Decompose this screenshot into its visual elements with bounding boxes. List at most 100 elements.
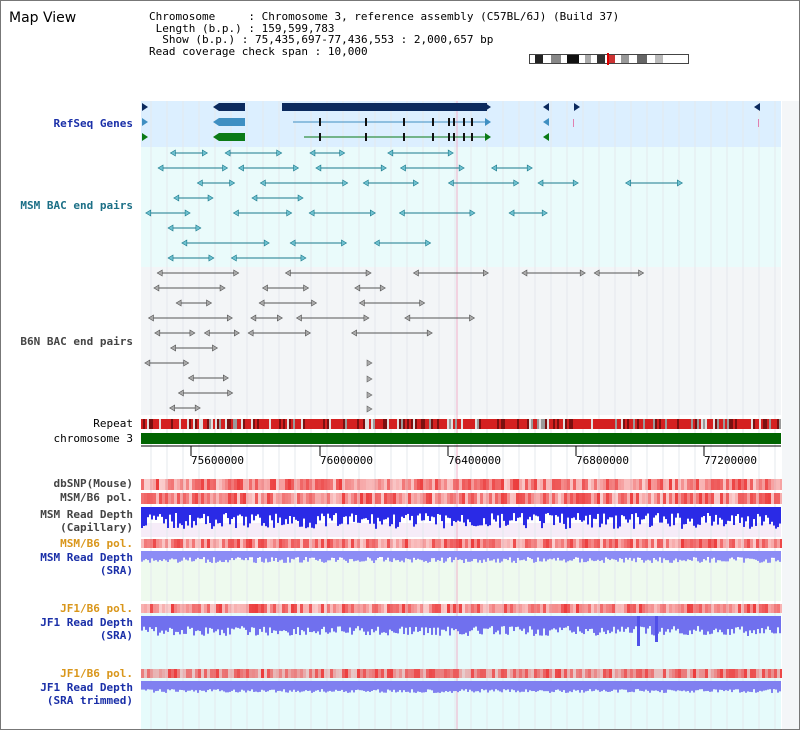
depth-bar bbox=[335, 616, 337, 633]
repeat-mark bbox=[267, 419, 269, 429]
depth-bar bbox=[243, 507, 245, 526]
pol-mark bbox=[492, 493, 495, 504]
bac-end-arrow bbox=[341, 239, 348, 247]
pol-mark bbox=[144, 539, 147, 548]
depth-bar bbox=[189, 681, 191, 691]
depth-bar bbox=[565, 507, 567, 529]
pol-mark bbox=[372, 539, 375, 548]
depth-bar bbox=[147, 616, 149, 632]
depth-bar bbox=[345, 507, 347, 517]
depth-bar bbox=[461, 681, 463, 690]
repeat-mark bbox=[553, 419, 555, 429]
pol-mark bbox=[180, 493, 183, 504]
b6n-bac-label[interactable]: B6N BAC end pairs bbox=[20, 335, 133, 348]
depth-bar bbox=[429, 616, 431, 629]
msm-bac-label[interactable]: MSM BAC end pairs bbox=[20, 199, 133, 212]
depth-bar bbox=[509, 616, 511, 627]
depth-bar bbox=[227, 551, 229, 563]
depth-bar bbox=[371, 551, 373, 561]
repeat-mark bbox=[521, 419, 523, 429]
jf1-depth-trimmed-label[interactable]: JF1 Read Depth bbox=[40, 681, 133, 694]
pol-mark bbox=[534, 479, 537, 490]
depth-bar bbox=[609, 681, 611, 692]
pol-mark bbox=[681, 539, 684, 548]
pol-mark bbox=[255, 479, 258, 490]
depth-bar bbox=[669, 551, 671, 563]
jf1-b6-pol-label-1[interactable]: JF1/B6 pol. bbox=[60, 602, 133, 615]
repeat-mark bbox=[169, 419, 171, 429]
depth-bar bbox=[169, 507, 171, 515]
pol-mark bbox=[246, 539, 249, 548]
msm-depth-capillary-label[interactable]: MSM Read Depth bbox=[40, 508, 133, 521]
gene-arrow bbox=[213, 133, 219, 141]
depth-bar bbox=[505, 507, 507, 526]
depth-bar bbox=[631, 507, 633, 515]
pol-mark bbox=[723, 479, 726, 490]
pol-mark bbox=[225, 604, 228, 613]
pol-mark bbox=[243, 479, 246, 490]
depth-bar bbox=[385, 616, 387, 633]
depth-bar bbox=[229, 616, 231, 635]
chromosome-ideogram[interactable] bbox=[529, 53, 689, 65]
pol-mark bbox=[777, 604, 780, 613]
depth-bar bbox=[585, 681, 587, 692]
jf1-depth-sra-label[interactable]: JF1 Read Depth bbox=[40, 616, 133, 629]
pol-mark bbox=[288, 479, 291, 490]
depth-bar bbox=[719, 551, 721, 561]
depth-bar bbox=[575, 681, 577, 691]
repeat-mark bbox=[303, 419, 305, 429]
depth-bar bbox=[581, 681, 583, 691]
pol-mark bbox=[480, 479, 483, 490]
pol-mark bbox=[360, 669, 363, 678]
repeat-mark bbox=[181, 419, 183, 429]
depth-bar bbox=[497, 616, 499, 631]
refseq-genes-label[interactable]: RefSeq Genes bbox=[53, 117, 133, 130]
depth-bar bbox=[715, 551, 717, 563]
pol-mark bbox=[156, 604, 159, 613]
depth-bar bbox=[533, 507, 535, 515]
depth-bar bbox=[285, 616, 287, 631]
bac-end-arrow bbox=[194, 404, 201, 412]
pol-mark bbox=[186, 493, 189, 504]
depth-bar bbox=[543, 507, 545, 524]
jf1-b6-pol-label-2[interactable]: JF1/B6 pol. bbox=[60, 667, 133, 680]
msm-b6-pol-label-2[interactable]: MSM/B6 pol. bbox=[60, 537, 133, 550]
depth-bar bbox=[573, 616, 575, 632]
dbsnp-label[interactable]: dbSNP(Mouse) bbox=[53, 477, 133, 490]
depth-bar bbox=[269, 616, 271, 628]
depth-bar bbox=[313, 681, 315, 692]
pol-mark bbox=[336, 669, 339, 678]
depth-bar bbox=[569, 616, 571, 631]
depth-bar bbox=[489, 616, 491, 628]
depth-bar bbox=[697, 681, 699, 691]
depth-bar bbox=[187, 681, 189, 691]
msm-b6-pol-label-1[interactable]: MSM/B6 pol. bbox=[60, 491, 133, 504]
depth-bar bbox=[573, 507, 575, 518]
pol-mark bbox=[663, 669, 666, 678]
pol-mark bbox=[558, 669, 561, 678]
depth-bar bbox=[463, 507, 465, 523]
pol-mark bbox=[705, 493, 708, 504]
pol-mark bbox=[687, 604, 690, 613]
depth-bar bbox=[663, 551, 665, 559]
pol-mark bbox=[618, 493, 621, 504]
pol-mark bbox=[414, 493, 417, 504]
show-value: 75,435,697-77,436,553 : 2,000,657 bp bbox=[254, 33, 494, 46]
pol-mark bbox=[531, 493, 534, 504]
depth-bar bbox=[541, 616, 543, 636]
pol-mark bbox=[600, 479, 603, 490]
depth-bar bbox=[279, 616, 281, 631]
depth-bar bbox=[483, 551, 485, 560]
depth-bar bbox=[619, 681, 621, 690]
depth-bar bbox=[667, 681, 669, 690]
pol-mark bbox=[450, 493, 453, 504]
gene-exon bbox=[365, 133, 367, 141]
pol-mark bbox=[711, 479, 714, 490]
pol-mark bbox=[675, 604, 678, 613]
depth-bar bbox=[259, 681, 261, 692]
depth-bar bbox=[383, 507, 385, 520]
repeat-mark bbox=[667, 419, 669, 429]
depth-bar bbox=[471, 507, 473, 526]
msm-depth-sra-label[interactable]: MSM Read Depth bbox=[40, 551, 133, 564]
